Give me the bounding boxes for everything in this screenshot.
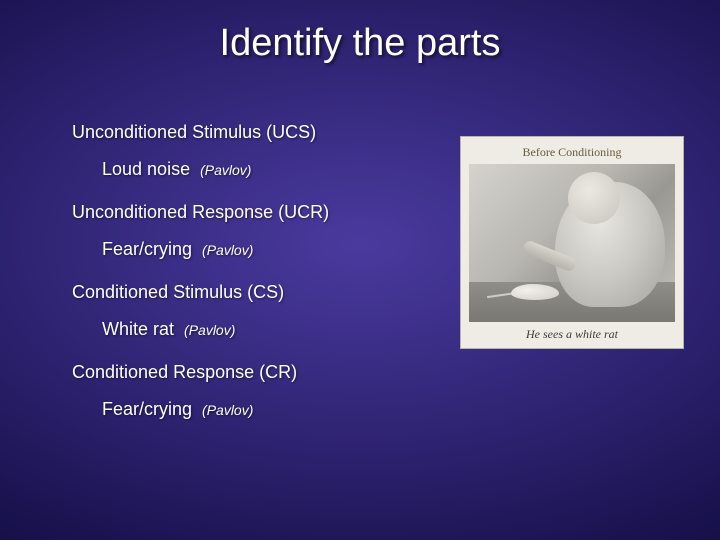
answer-ucr: Fear/crying [102, 239, 192, 260]
terms-list: Unconditioned Stimulus (UCS) Loud noise … [72, 118, 422, 442]
note-cs: (Pavlov) [184, 322, 235, 338]
term-ucr: Unconditioned Response (UCR) [72, 202, 422, 223]
rat-shape [511, 284, 559, 300]
answer-cs: White rat [102, 319, 174, 340]
answer-cr: Fear/crying [102, 399, 192, 420]
note-ucs: (Pavlov) [200, 162, 251, 178]
figure-caption: He sees a white rat [469, 327, 675, 342]
answer-row-ucs: Loud noise (Pavlov) [102, 159, 422, 180]
figure-image [469, 164, 675, 322]
baby-head-shape [568, 172, 620, 224]
answer-row-cr: Fear/crying (Pavlov) [102, 399, 422, 420]
note-cr: (Pavlov) [202, 402, 253, 418]
answer-row-ucr: Fear/crying (Pavlov) [102, 239, 422, 260]
term-cs: Conditioned Stimulus (CS) [72, 282, 422, 303]
figure-before-conditioning: Before Conditioning He sees a white rat [460, 136, 684, 349]
answer-row-cs: White rat (Pavlov) [102, 319, 422, 340]
term-cr: Conditioned Response (CR) [72, 362, 422, 383]
note-ucr: (Pavlov) [202, 242, 253, 258]
figure-header: Before Conditioning [469, 145, 675, 160]
slide-title: Identify the parts [0, 0, 720, 65]
answer-ucs: Loud noise [102, 159, 190, 180]
term-ucs: Unconditioned Stimulus (UCS) [72, 122, 422, 143]
